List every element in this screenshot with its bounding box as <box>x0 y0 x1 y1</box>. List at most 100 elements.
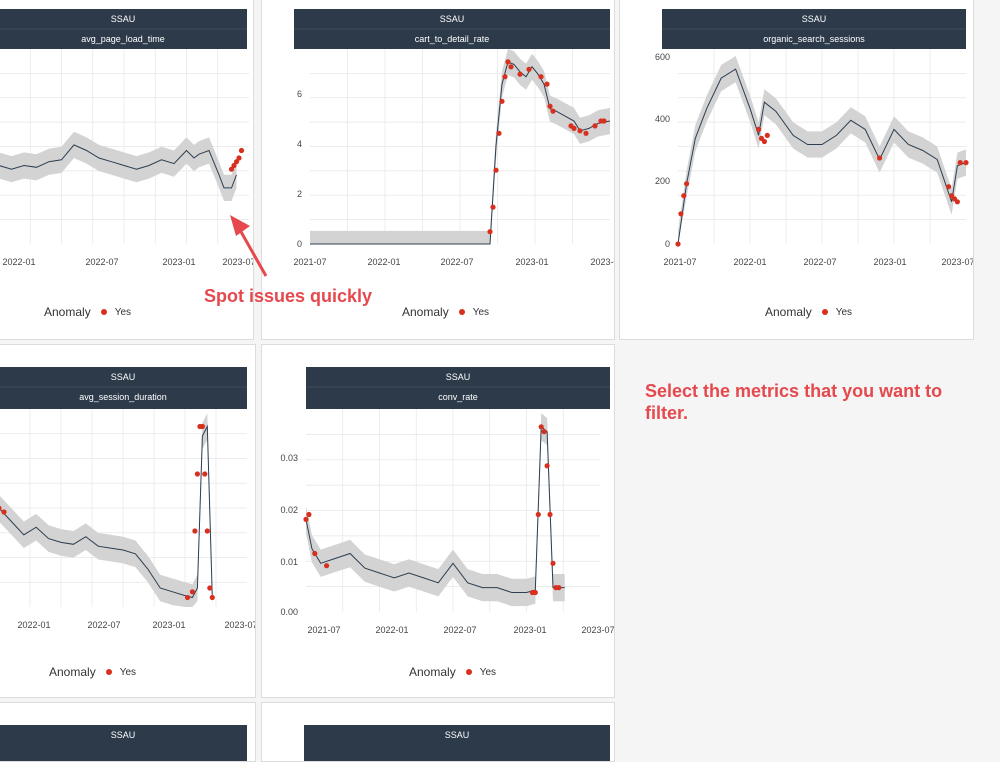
chart-card-partial-left[interactable]: SSAU <box>0 702 256 762</box>
x-tick-label: 2023-07 <box>222 257 254 267</box>
anomaly-point <box>306 511 312 518</box>
anomaly-point <box>238 147 245 154</box>
facet-strip <box>0 367 247 409</box>
x-tick-label: 2022-07 <box>440 257 473 267</box>
anomaly-point <box>202 471 208 477</box>
x-tick-label: 2022-01 <box>367 257 400 267</box>
anomaly-point <box>583 130 589 136</box>
x-tick-label: 2023-01 <box>162 257 195 267</box>
anomaly-point <box>505 59 511 65</box>
anomaly-point <box>192 528 198 534</box>
anomaly-point <box>946 184 952 190</box>
legend: Anomaly Yes <box>44 305 131 319</box>
facet-group-label: SSAU <box>111 14 136 24</box>
anomaly-point <box>517 71 523 77</box>
x-tick-label: 2022-01 <box>375 625 408 635</box>
x-tick-label: 2022-01 <box>733 257 766 267</box>
anomaly-point <box>877 155 883 161</box>
anomaly-point <box>209 594 215 601</box>
confidence-band <box>678 56 966 244</box>
x-tick-label: 2023-07 <box>581 625 614 635</box>
x-tick-label: 2022-07 <box>803 257 836 267</box>
legend: Anomaly Yes <box>49 665 136 679</box>
y-tick-label: 4 <box>297 139 302 149</box>
chart-plot: SSAU avg_page_load_time 2022-01 2022-07 2023… <box>0 9 254 267</box>
series-line <box>677 68 967 245</box>
legend-label: Yes <box>472 306 490 318</box>
anomaly-point <box>550 108 556 114</box>
legend-title: Anomaly <box>409 665 456 679</box>
anomaly-point <box>0 505 2 511</box>
chart-card-cart-to-detail-rate[interactable]: SSAU cart_to_detail_rate 2021-07 2022-01 202… <box>261 0 615 340</box>
anomaly-point <box>490 204 496 210</box>
chart-card-partial-middle[interactable]: SSAU <box>261 702 615 762</box>
anomaly-point <box>954 199 960 205</box>
y-tick-label: 0 <box>665 239 670 249</box>
anomaly-point <box>556 585 562 591</box>
chart-card-organic-search-sessions[interactable]: SSAU organic_search_sessions 2021-07 2022-0… <box>619 0 974 340</box>
series-line <box>310 61 611 245</box>
anomaly-point <box>538 74 544 80</box>
anomaly-point <box>493 167 499 173</box>
anomaly-point <box>194 471 200 477</box>
anomaly-point <box>189 589 195 595</box>
y-tick-label: 400 <box>655 114 670 124</box>
anomaly-point <box>199 423 205 430</box>
x-tick-label: 2022-07 <box>85 257 118 267</box>
anomaly-point <box>571 125 577 131</box>
anomaly-point <box>236 155 242 161</box>
legend: Anomaly Yes <box>402 305 489 319</box>
chart-card-avg-page-load-time[interactable]: SSAU avg_page_load_time 2022-01 2022-07 2023… <box>0 0 254 340</box>
anomaly-point <box>228 166 235 172</box>
facet-metric-label: conv_rate <box>438 392 478 402</box>
select-metrics-annotation: Select the metrics that you want to filt… <box>645 381 943 423</box>
facet-group-label: SSAU <box>802 14 827 24</box>
x-tick-label: 2021-07 <box>307 625 340 635</box>
anomaly-point <box>538 424 544 430</box>
anomaly-point <box>756 126 762 132</box>
x-tick-label: 2022-01 <box>2 257 35 267</box>
y-tick-label: 0.03 <box>280 453 298 463</box>
spot-issues-annotation: Spot issues quickly <box>204 286 373 306</box>
chart-plot: SSAU <box>304 725 610 761</box>
legend: Anomaly Yes <box>765 305 852 319</box>
anomaly-point <box>601 118 607 124</box>
x-tick-label: 2023-01 <box>152 620 185 630</box>
anomaly-point <box>231 162 237 169</box>
y-tick-label: 200 <box>655 176 670 186</box>
legend-title: Anomaly <box>402 305 449 319</box>
chart-card-avg-session-duration[interactable]: SSAU avg_session_duration 2022-01 2022-07 20… <box>0 344 256 698</box>
legend-title: Anomaly <box>44 305 91 319</box>
x-tick-label: 2023-01 <box>513 625 546 635</box>
series-line <box>0 144 237 189</box>
legend-label: Yes <box>479 666 497 678</box>
anomaly-point <box>502 74 508 80</box>
anomaly-point <box>207 585 213 591</box>
anomaly-point <box>303 516 309 522</box>
legend-anomaly-dot <box>458 309 465 315</box>
confidence-band <box>0 413 213 607</box>
anomaly-point <box>963 160 969 166</box>
chart-card-conv-rate[interactable]: SSAU conv_rate 2021-07 2022-01 2022-07 2023-0… <box>261 344 615 698</box>
anomaly-point <box>592 123 598 129</box>
anomaly-point <box>233 159 240 165</box>
anomaly-point <box>547 103 553 109</box>
anomaly-point <box>526 66 532 72</box>
anomaly-point <box>678 211 684 217</box>
legend-anomaly-dot <box>100 309 107 315</box>
x-tick-label: 2022-07 <box>87 620 120 630</box>
series-line <box>0 424 213 599</box>
anomaly-point <box>496 130 502 136</box>
anomaly-point <box>508 64 514 70</box>
y-tick-label: 0.02 <box>280 505 298 515</box>
anomaly-point <box>544 463 550 469</box>
anomaly-point <box>324 563 330 569</box>
facet-group-label: SSAU <box>445 730 470 740</box>
facet-metric-label: avg_page_load_time <box>81 34 165 44</box>
anomaly-point <box>544 81 550 87</box>
legend-label: Yes <box>835 306 853 318</box>
legend-anomaly-dot <box>465 669 472 675</box>
anomaly-point <box>684 181 690 187</box>
y-tick-label: 600 <box>655 52 670 62</box>
anomaly-point <box>550 560 556 566</box>
